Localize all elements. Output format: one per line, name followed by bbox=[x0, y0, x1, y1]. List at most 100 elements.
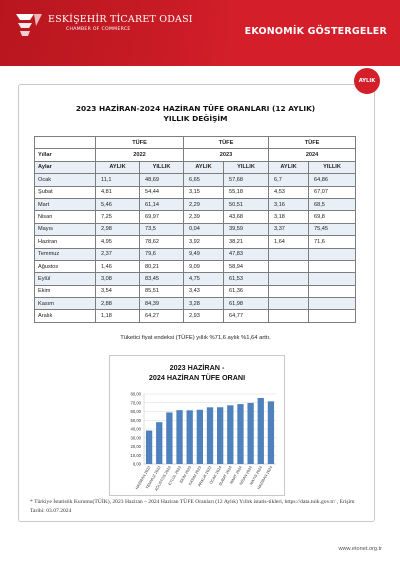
value-cell: 80,21 bbox=[138, 259, 185, 274]
month-cell: Ocak bbox=[34, 173, 96, 187]
month-cell: Haziran bbox=[34, 235, 96, 249]
header-banner: ESKİŞEHİR TİCARET ODASI CHAMBER OF COMME… bbox=[0, 0, 400, 66]
years-label: Yıllar bbox=[34, 148, 96, 162]
y-tick-label: 80,00 bbox=[131, 392, 142, 397]
sub-header-yillik: YILLIK bbox=[223, 160, 270, 175]
chart-bar bbox=[227, 405, 234, 464]
source-footnote: * Türkiye İstatistik Kurumu(TÜİK), 2023 … bbox=[30, 499, 355, 514]
sub-header-aylik: AYLIK bbox=[268, 160, 310, 175]
value-cell: 43,68 bbox=[223, 210, 270, 224]
table-row: Eylül 3,08 83,45 4,75 61,53 bbox=[34, 272, 357, 286]
value-cell: 55,18 bbox=[223, 185, 270, 199]
chart-bar bbox=[176, 410, 183, 464]
value-cell bbox=[268, 259, 310, 274]
value-cell: 3,37 bbox=[268, 222, 310, 237]
value-cell: 2,98 bbox=[95, 222, 140, 237]
chart-title-line2: 2024 HAZİRAN TÜFE ORANI bbox=[149, 373, 245, 382]
y-tick-label: 0,00 bbox=[133, 462, 142, 467]
table-row: Mart 5,46 61,14 2,29 50,51 3,16 68,5 bbox=[34, 197, 357, 212]
month-cell: Ekim bbox=[34, 284, 96, 299]
value-cell: 69,8 bbox=[308, 210, 357, 224]
y-tick-label: 40,00 bbox=[131, 427, 142, 432]
month-cell: Mayıs bbox=[34, 222, 96, 237]
table-row: Ağustos 1,46 80,21 9,09 58,94 bbox=[34, 259, 357, 274]
value-cell: 75,45 bbox=[308, 222, 357, 237]
value-cell: 6,7 bbox=[268, 173, 310, 187]
month-cell: Ağustos bbox=[34, 259, 96, 274]
table-group-header: TÜFE bbox=[94, 135, 185, 150]
table-row: Ocak 11,1 48,69 6,65 57,68 6,7 64,86 bbox=[34, 173, 357, 187]
table-row: Ekim 3,54 85,51 3,43 61,36 bbox=[34, 284, 357, 299]
chart-bar bbox=[186, 410, 193, 464]
chart-bar bbox=[156, 422, 163, 464]
value-cell: 2,37 bbox=[95, 247, 140, 261]
table-row: Aralık 1,18 64,27 2,93 64,77 bbox=[34, 309, 357, 323]
value-cell: 4,53 bbox=[268, 185, 310, 199]
value-cell bbox=[268, 247, 310, 261]
value-cell: 9,49 bbox=[183, 247, 225, 261]
value-cell: 2,39 bbox=[183, 210, 225, 224]
month-cell: Kasım bbox=[34, 297, 96, 311]
table-row: Mayıs 2,98 73,5 0,04 39,59 3,37 75,45 bbox=[34, 222, 357, 237]
value-cell bbox=[308, 247, 357, 261]
value-cell: 61,36 bbox=[223, 284, 270, 299]
chart-bar bbox=[166, 412, 173, 464]
chart-bar bbox=[237, 404, 244, 464]
table-year-row: Yıllar 2022 2023 2024 bbox=[34, 148, 357, 162]
table-row: Nisan 7,25 69,97 2,39 43,68 3,18 69,8 bbox=[34, 210, 357, 224]
value-cell: 64,27 bbox=[138, 309, 185, 323]
y-tick-label: 20,00 bbox=[131, 444, 142, 449]
header-shade bbox=[0, 0, 230, 66]
value-cell: 6,65 bbox=[183, 173, 225, 187]
value-cell: 2,29 bbox=[183, 197, 225, 212]
value-cell: 50,51 bbox=[223, 197, 270, 212]
y-tick-label: 70,00 bbox=[131, 400, 142, 405]
value-cell: 73,5 bbox=[138, 222, 185, 237]
value-cell: 48,69 bbox=[138, 173, 185, 187]
value-cell: 1,64 bbox=[268, 235, 310, 249]
value-cell: 7,25 bbox=[95, 210, 140, 224]
sub-header-yillik: YILLIK bbox=[308, 160, 357, 175]
chart-bar bbox=[247, 402, 254, 464]
chart-container: 2023 HAZİRAN -2024 HAZİRAN TÜFE ORANI 0,0… bbox=[109, 355, 285, 496]
table-corner-cell bbox=[34, 135, 96, 150]
value-cell: 67,07 bbox=[308, 185, 357, 199]
value-cell: 11,1 bbox=[95, 173, 140, 187]
value-cell bbox=[268, 272, 310, 286]
month-cell: Temmuz bbox=[34, 247, 96, 261]
value-cell: 1,46 bbox=[95, 259, 140, 274]
org-name: ESKİŞEHİR TİCARET ODASI bbox=[48, 14, 193, 25]
value-cell bbox=[268, 297, 310, 311]
chart-bar bbox=[196, 409, 203, 464]
table-group-header: TÜFE bbox=[268, 135, 357, 150]
value-cell: 64,77 bbox=[223, 309, 270, 323]
month-cell: Aralık bbox=[34, 309, 96, 323]
value-cell: 4,75 bbox=[183, 272, 225, 286]
value-cell: 78,62 bbox=[138, 235, 185, 249]
value-cell bbox=[268, 284, 310, 299]
table-group-header: TÜFE bbox=[183, 135, 270, 150]
value-cell: 3,18 bbox=[268, 210, 310, 224]
table-row: Haziran 4,95 78,62 3,92 38,21 1,64 71,6 bbox=[34, 235, 357, 249]
sub-header-aylik: AYLIK bbox=[183, 160, 225, 175]
value-cell: 58,94 bbox=[223, 259, 270, 274]
value-cell: 4,81 bbox=[95, 185, 140, 199]
value-cell: 38,21 bbox=[223, 235, 270, 249]
months-label: Aylar bbox=[34, 160, 96, 175]
value-cell: 47,83 bbox=[223, 247, 270, 261]
document-title: 2023 HAZİRAN-2024 HAZİRAN TÜFE ORANLARI … bbox=[18, 104, 373, 124]
sub-header-yillik: YILLIK bbox=[138, 160, 185, 175]
value-cell bbox=[308, 272, 357, 286]
table-body: Ocak 11,1 48,69 6,65 57,68 6,7 64,86 Şubat 4,81 5… bbox=[34, 173, 357, 323]
value-cell: 69,97 bbox=[138, 210, 185, 224]
month-cell: Şubat bbox=[34, 185, 96, 199]
website-url: www.etonet.org.tr bbox=[338, 546, 382, 552]
table-row: Şubat 4,81 54,44 3,15 55,18 4,53 67,07 bbox=[34, 185, 357, 199]
chart-bar bbox=[257, 397, 264, 464]
value-cell: 71,6 bbox=[308, 235, 357, 249]
chart-title-line1: 2023 HAZİRAN - bbox=[170, 363, 225, 372]
content-frame bbox=[18, 84, 375, 522]
value-cell: 0,04 bbox=[183, 222, 225, 237]
value-cell: 3,28 bbox=[183, 297, 225, 311]
value-cell bbox=[308, 259, 357, 274]
